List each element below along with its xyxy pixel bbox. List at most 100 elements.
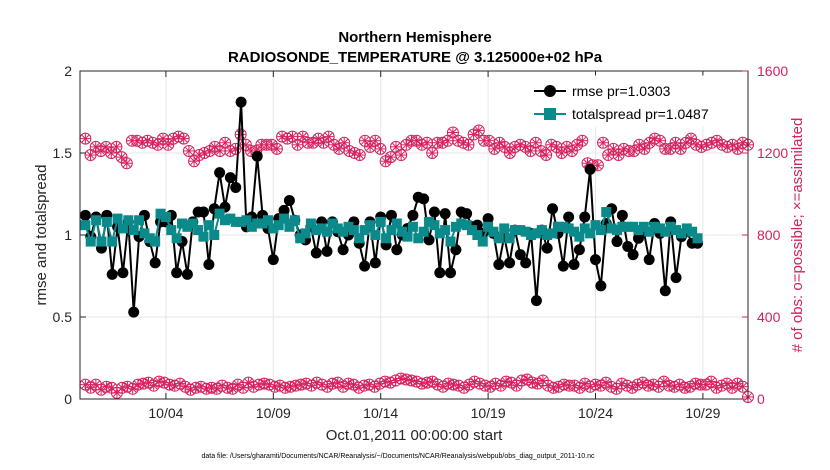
rmse-point [611, 236, 623, 248]
totalspread-point [676, 228, 687, 239]
rmse-point [235, 96, 247, 108]
rmse-point [493, 259, 505, 271]
y-tick-label: 1.5 [53, 145, 73, 161]
totalspread-point [262, 215, 273, 226]
rmse-point [418, 193, 430, 205]
totalspread-point [101, 216, 112, 227]
rmse-point [359, 260, 371, 272]
obs-assim-stroke [117, 153, 126, 161]
obs-assim-stroke [506, 149, 514, 157]
rmse-point [278, 204, 290, 216]
obs-assim-stroke [521, 142, 530, 151]
x-axis-label: Oct.01,2011 00:00:00 start [326, 427, 503, 444]
obs-assim-stroke [97, 385, 106, 394]
totalspread-point [155, 208, 166, 219]
totalspread-point [456, 218, 467, 229]
y-right-tick-label: 800 [757, 227, 781, 243]
obs-assim-stroke [371, 136, 380, 145]
obs-possible-circle [234, 128, 247, 141]
totalspread-point [112, 213, 123, 224]
rmse-point [573, 244, 585, 256]
totalspread-point [343, 221, 354, 232]
totalspread-point [80, 220, 91, 231]
obs-assim-stroke [323, 382, 332, 391]
totalspread-point [214, 208, 225, 219]
obs-assim-stroke [449, 128, 457, 137]
obs-assim-stroke [609, 145, 618, 153]
obs-main-point [79, 132, 92, 145]
obs-main-point [441, 134, 454, 147]
rmse-point [310, 247, 322, 259]
obs-assim-stroke [728, 383, 737, 392]
x-tick-label: 10/24 [578, 405, 613, 421]
obs-assim-stroke [153, 140, 162, 149]
totalspread-point [424, 216, 435, 227]
obs-assim-stroke [267, 140, 276, 149]
totalspread-point [187, 218, 198, 229]
y-tick-label: 0 [64, 391, 72, 407]
totalspread-point [289, 215, 300, 226]
obs-assim-stroke [596, 381, 605, 390]
obs-assim-stroke [339, 382, 347, 391]
obs-assim-stroke [333, 378, 342, 387]
totalspread-point [461, 220, 472, 231]
obs-assim-stroke [244, 378, 253, 387]
totalspread-point [230, 216, 241, 227]
totalspread-point [654, 223, 665, 234]
rmse-point [622, 240, 634, 252]
totalspread-point [160, 211, 171, 222]
obs-assim-stroke [307, 381, 316, 390]
totalspread-point [284, 221, 295, 232]
obs-assim-stroke [340, 138, 349, 147]
obs-assim-stroke [149, 381, 158, 390]
y-axis-left: 0 0.5 1 1.5 2 [53, 63, 86, 407]
obs-assim-stroke [738, 382, 747, 391]
totalspread-point [585, 228, 596, 239]
totalspread-point [386, 225, 397, 236]
obs-main-point [576, 134, 589, 147]
obs-assim-stroke [216, 147, 224, 155]
totalspread-point [633, 225, 644, 236]
totalspread-point [622, 221, 633, 232]
obs-main-point [369, 134, 382, 147]
obs-assim-stroke [733, 379, 742, 388]
obs-assim-stroke [273, 145, 281, 153]
obs-assim-stroke [485, 136, 494, 145]
obs-possible-circle [353, 149, 366, 162]
obs-assim-stroke [474, 126, 483, 135]
totalspread-point [177, 218, 188, 229]
obs-main-point [731, 142, 744, 155]
obs-main-point [322, 130, 335, 143]
rmse-point [514, 249, 526, 261]
legend: rmse pr=1.0303 totalspread pr=1.0487 [527, 75, 741, 127]
obs-assim-stroke [293, 140, 302, 149]
obs-assim-stroke [496, 381, 505, 390]
obs-main-point [524, 144, 537, 157]
obs-assim-stroke [428, 377, 437, 386]
totalspread-point [144, 233, 155, 244]
obs-main-point [353, 149, 366, 162]
obs-main-point [421, 136, 434, 149]
totalspread-point [128, 225, 139, 236]
obs-assim-stroke [176, 379, 184, 388]
totalspread-point [536, 225, 547, 236]
rmse-point [79, 209, 91, 221]
totalspread-point [483, 221, 494, 232]
totalspread-point [649, 221, 660, 232]
rmse-point [337, 244, 349, 256]
totalspread-point [563, 223, 574, 234]
obs-assim-stroke [366, 142, 374, 151]
obs-assim-stroke [645, 138, 654, 147]
obs-assim-stroke [349, 380, 358, 389]
totalspread-point [526, 230, 537, 240]
obs-assim-stroke [526, 147, 535, 155]
totalspread-point [316, 223, 327, 234]
obs-main-point [120, 157, 133, 170]
obs-assim-stroke [671, 138, 680, 147]
totalspread-point [364, 220, 375, 231]
obs-assim-stroke [628, 383, 637, 392]
obs-assim-stroke [581, 379, 589, 388]
obs-assim-stroke [599, 138, 607, 147]
totalspread-point [531, 228, 542, 239]
